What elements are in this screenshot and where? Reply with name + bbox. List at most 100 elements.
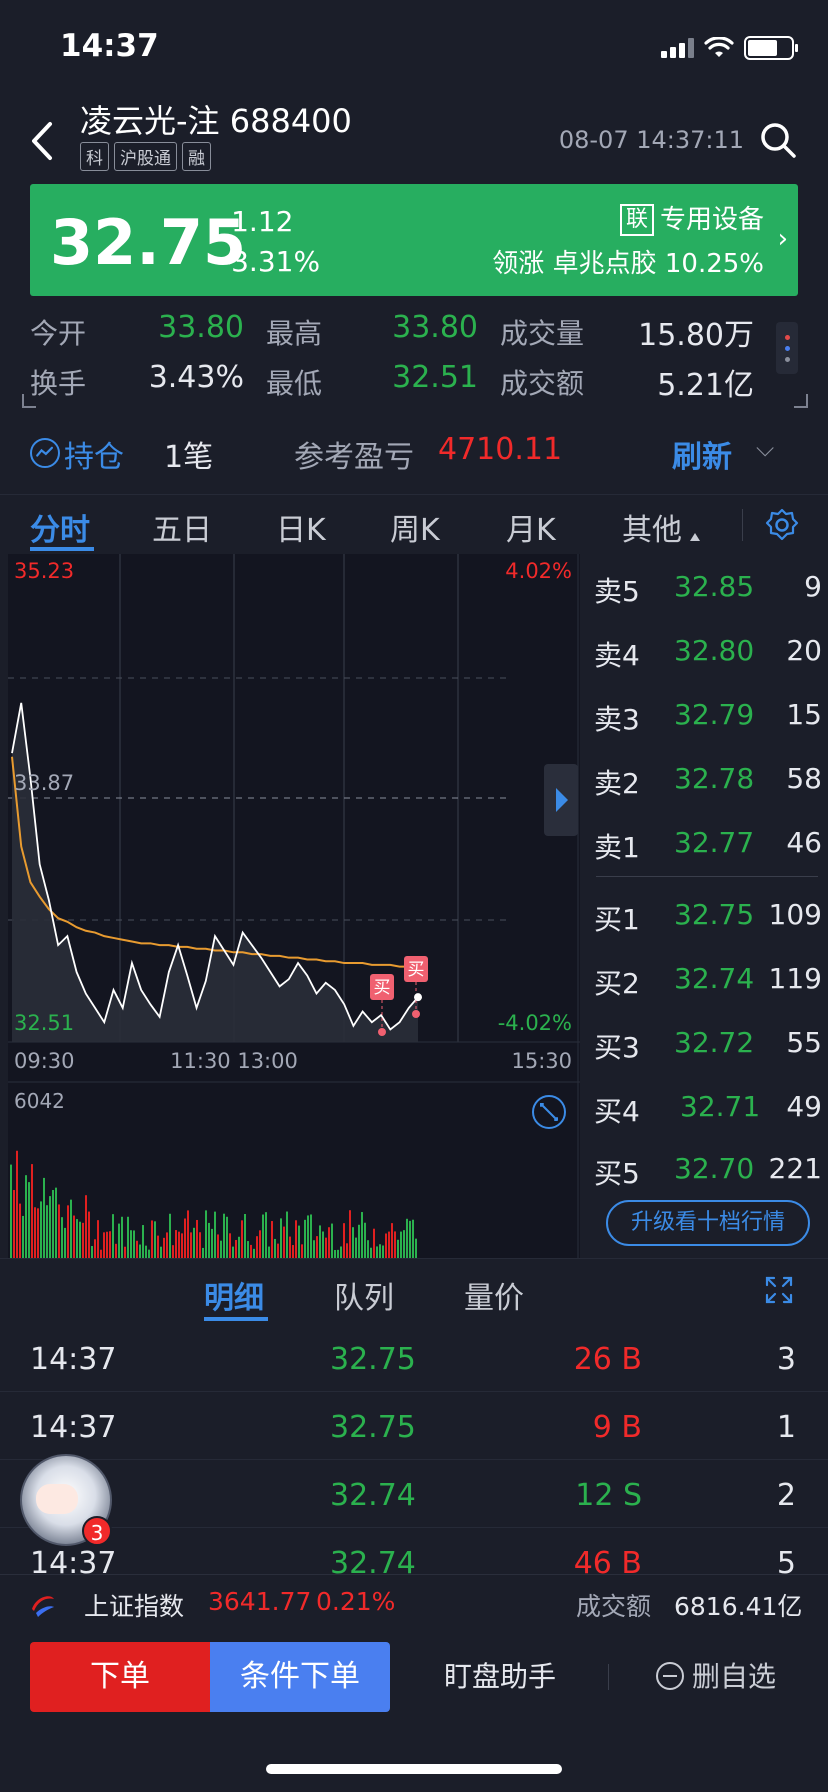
time-label-open: 09:30 — [14, 1049, 75, 1073]
pnl-value: 4710.11 — [438, 432, 563, 467]
volume-bar — [298, 1225, 300, 1258]
volume-expand-icon[interactable] — [532, 1095, 566, 1129]
orderbook-toggle-handle[interactable] — [544, 764, 578, 836]
tab-weekly-k[interactable]: 周K — [390, 513, 440, 548]
ask-5[interactable]: 卖5 32.85 9 — [594, 570, 822, 608]
volume-bar — [271, 1221, 273, 1258]
battery-icon — [744, 36, 798, 60]
chevron-down-icon[interactable]: ⌵ — [756, 434, 775, 462]
volume-bar — [316, 1236, 318, 1258]
open-label: 今开 — [30, 317, 87, 350]
index-name: 上证指数 — [84, 1592, 185, 1621]
stock-name: 凌云光-注 — [80, 102, 220, 140]
volume-bar — [301, 1244, 303, 1258]
volume-bar — [307, 1215, 309, 1258]
tab-volume-price[interactable]: 量价 — [464, 1281, 524, 1316]
volume-bar — [253, 1248, 255, 1258]
volume-bar — [391, 1223, 393, 1258]
tab-queue[interactable]: 队列 — [334, 1281, 394, 1316]
position-label[interactable]: 持仓 — [64, 440, 124, 475]
refresh-button[interactable]: 刷新 — [672, 440, 732, 475]
volume-bar — [52, 1190, 54, 1258]
mid-price-label: 33.87 — [14, 771, 74, 795]
tab-monthly-k[interactable]: 月K — [506, 513, 556, 548]
volume-bar — [256, 1236, 258, 1258]
volume-bar — [244, 1213, 246, 1258]
buy-marker-1[interactable]: 买 — [370, 974, 394, 1036]
volume-bar — [403, 1230, 405, 1258]
fullscreen-icon[interactable] — [764, 1275, 794, 1305]
volume-bar — [274, 1238, 276, 1258]
volume-bar — [88, 1211, 90, 1258]
volume-bar — [388, 1231, 390, 1258]
watch-assistant-button[interactable]: 盯盘助手 — [443, 1660, 556, 1693]
volume-bar — [289, 1236, 291, 1258]
volume-bar — [103, 1232, 105, 1258]
bid-3[interactable]: 买3 32.72 55 — [594, 1026, 822, 1064]
tab-daily-k[interactable]: 日K — [276, 513, 326, 548]
volume-bar — [319, 1225, 321, 1258]
remove-watchlist-button[interactable]: 删自选 — [656, 1642, 806, 1712]
ask-4[interactable]: 卖4 32.80 20 — [594, 634, 822, 672]
price-banner[interactable]: 32.75 -1.12 -3.31% 联专用设备 领涨 卓兆点胶 10.25% … — [30, 184, 798, 296]
volume-bar — [286, 1211, 288, 1258]
low-value: 32.51 — [392, 360, 478, 395]
volume-bar — [214, 1211, 216, 1258]
volume-bar — [364, 1222, 366, 1258]
volume-bar — [61, 1217, 63, 1258]
home-indicator[interactable] — [266, 1764, 562, 1774]
volume-bar — [46, 1205, 48, 1258]
bid-4[interactable]: 买4 32.71 49 — [594, 1090, 822, 1128]
volume-bar — [379, 1244, 381, 1258]
volume-bar — [100, 1249, 102, 1258]
bid-5[interactable]: 买5 32.70 221 — [594, 1152, 822, 1190]
volume-bar — [394, 1231, 396, 1258]
bid-2[interactable]: 买2 32.74 119 — [594, 962, 822, 1000]
leader-name: 卓兆点胶 — [552, 249, 657, 279]
volume-bar — [325, 1237, 327, 1258]
gear-icon[interactable] — [764, 507, 800, 543]
back-button[interactable] — [22, 116, 62, 166]
time-label-midday: 11:30 13:00 — [170, 1049, 298, 1073]
volume-bar — [106, 1231, 108, 1258]
intraday-chart[interactable]: 买 买 35.23 4.02% 33.87 32.51 -4.02% 09:30… — [8, 554, 580, 1258]
change-percent: -3.31% — [221, 245, 321, 278]
search-icon[interactable] — [758, 120, 798, 160]
stock-title: 凌云光-注 688400 — [80, 96, 352, 142]
bid-1[interactable]: 买1 32.75 109 — [594, 898, 822, 936]
notification-badge: 3 — [82, 1516, 112, 1546]
last-price-dot — [414, 993, 422, 1002]
index-bar[interactable]: 上证指数 3641.77 0.21% 成交额 6816.41亿 — [0, 1574, 828, 1634]
volume-bar — [265, 1212, 267, 1258]
volume-bar — [127, 1216, 129, 1258]
volume-bar — [346, 1243, 348, 1258]
tab-five-day[interactable]: 五日 — [152, 513, 212, 548]
volume-bar — [58, 1204, 60, 1258]
sector-info[interactable]: 联专用设备 领涨 卓兆点胶 10.25% — [492, 198, 764, 286]
volume-bar — [178, 1231, 180, 1258]
volume-bar — [397, 1239, 399, 1258]
place-order-button[interactable]: 下单 — [30, 1642, 210, 1712]
tab-other[interactable]: 其他 — [622, 513, 682, 548]
volume-bar — [139, 1244, 141, 1258]
volume-bar — [82, 1222, 84, 1258]
volume-bar — [16, 1150, 18, 1258]
upgrade-ten-level-button[interactable]: 升级看十档行情 — [606, 1200, 810, 1246]
volume-bar — [199, 1232, 201, 1258]
volume-bar — [352, 1227, 354, 1258]
volume-bar — [415, 1238, 417, 1258]
volume-bar — [406, 1218, 408, 1258]
ask-1[interactable]: 卖1 32.77 46 — [594, 826, 822, 864]
volume-bar — [202, 1247, 204, 1258]
tab-intraday[interactable]: 分时 — [30, 513, 90, 548]
volume-bar — [49, 1196, 51, 1258]
amount-value: 5.21亿 — [657, 368, 754, 403]
ask-2[interactable]: 卖2 32.78 58 — [594, 762, 822, 800]
time-label-close: 15:30 — [511, 1049, 572, 1073]
volume-bar — [247, 1241, 249, 1258]
tab-detail[interactable]: 明细 — [204, 1281, 264, 1316]
ask-3[interactable]: 卖3 32.79 15 — [594, 698, 822, 736]
conditional-order-button[interactable]: 条件下单 — [210, 1642, 390, 1712]
more-options-icon[interactable] — [776, 322, 798, 374]
sector-name: 专用设备 — [659, 205, 764, 235]
